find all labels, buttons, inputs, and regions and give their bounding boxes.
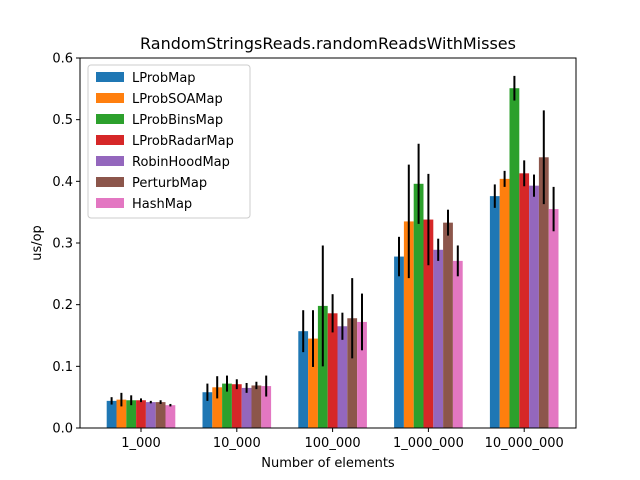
x-tick-label: 10_000	[213, 436, 261, 451]
chart-title: RandomStringsReads.randomReadsWithMisses	[140, 34, 516, 53]
y-tick-label: 0.6	[52, 52, 73, 67]
x-tick-label: 1_000_000	[393, 436, 464, 451]
bar	[403, 221, 414, 428]
legend-swatch	[96, 156, 124, 166]
y-tick-label: 0.0	[52, 422, 73, 437]
legend-box	[87, 64, 251, 219]
y-tick-label: 0.5	[52, 113, 73, 128]
bar	[327, 313, 338, 428]
legend-label: LProbMap	[132, 71, 196, 86]
bar	[298, 331, 309, 428]
x-axis-label: Number of elements	[261, 456, 395, 471]
legend-label: RobinHoodMap	[132, 155, 230, 170]
bar	[155, 402, 166, 428]
bar	[489, 196, 500, 428]
y-tick-label: 0.4	[52, 175, 73, 190]
legend-swatch	[96, 135, 124, 145]
bar	[509, 88, 520, 428]
legend-swatch	[96, 93, 124, 103]
bar	[231, 384, 242, 428]
legend-label: LProbBinsMap	[132, 113, 223, 128]
bar	[241, 387, 252, 428]
bar	[222, 383, 232, 428]
bar	[106, 400, 117, 428]
bar	[116, 399, 127, 428]
y-tick-label: 0.1	[52, 360, 73, 375]
bar	[357, 321, 367, 428]
legend-label: LProbSOAMap	[132, 92, 223, 107]
legend-label: LProbRadarMap	[132, 134, 234, 149]
bar	[308, 338, 318, 428]
bar	[126, 400, 137, 428]
bar	[212, 387, 223, 428]
x-tick-label: 100_000	[305, 436, 361, 451]
bar	[136, 400, 146, 428]
x-tick-label: 10_000_000	[485, 436, 564, 451]
bar	[347, 318, 358, 428]
y-axis-label: us/op	[30, 225, 45, 261]
bar	[202, 392, 213, 428]
legend-swatch	[96, 114, 124, 124]
bar	[394, 256, 404, 428]
bar	[519, 173, 530, 428]
legend-swatch	[96, 72, 124, 82]
bar	[529, 185, 539, 428]
bar	[452, 260, 463, 428]
bar	[165, 405, 176, 428]
bar	[443, 222, 453, 428]
legend: LProbMap LProbSOAMap LProbBinsMap LProbRada…	[87, 64, 251, 219]
legend-swatch	[96, 177, 124, 187]
legend-label: PerturbMap	[132, 176, 207, 191]
y-tick-label: 0.2	[52, 298, 73, 313]
bar	[317, 305, 328, 428]
bar	[145, 402, 156, 428]
bar	[251, 385, 262, 428]
bar	[261, 386, 272, 428]
y-tick-label: 0.3	[52, 237, 73, 252]
legend-swatch	[96, 198, 124, 208]
bar	[499, 178, 510, 428]
bar	[548, 209, 559, 428]
bar	[337, 326, 348, 428]
bar	[423, 219, 434, 428]
x-tick-label: 1_000	[121, 436, 161, 451]
bar	[538, 157, 549, 429]
bar	[413, 183, 424, 428]
legend-label: HashMap	[132, 197, 192, 212]
bar	[433, 249, 444, 428]
